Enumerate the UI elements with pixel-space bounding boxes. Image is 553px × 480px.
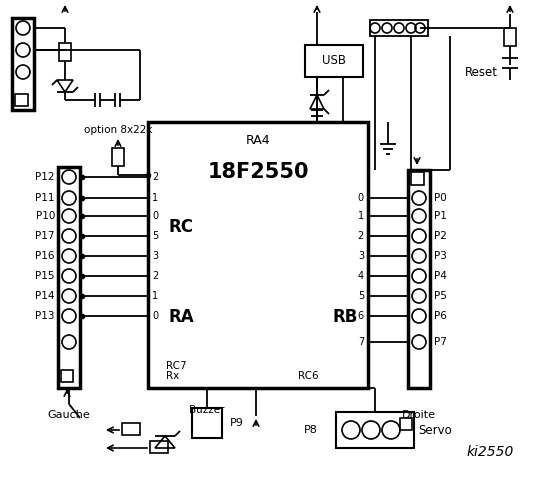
Text: option 8x22k: option 8x22k [84,125,152,135]
Bar [61,370,73,382]
Bar [148,122,368,388]
Bar [411,172,424,185]
Text: RC7: RC7 [166,361,186,371]
Text: Gauche: Gauche [48,410,90,420]
Text: P6: P6 [434,311,447,321]
Text: P10: P10 [35,211,55,221]
Text: 0: 0 [152,211,158,221]
Text: 1: 1 [152,291,158,301]
Text: 18F2550: 18F2550 [207,162,309,182]
Text: 1: 1 [358,211,364,221]
Text: Rx: Rx [166,371,179,381]
Text: P3: P3 [434,251,447,261]
Bar [112,148,124,166]
Bar [12,18,34,110]
Bar [504,28,516,46]
Text: 6: 6 [358,311,364,321]
Text: 3: 3 [152,251,158,261]
Bar [150,441,168,453]
Text: P5: P5 [434,291,447,301]
Text: P4: P4 [434,271,447,281]
Bar [122,423,140,435]
Bar [59,43,71,61]
Text: P16: P16 [35,251,55,261]
Text: 1: 1 [152,193,158,203]
Text: P1: P1 [434,211,447,221]
Text: 0: 0 [152,311,158,321]
Text: P11: P11 [35,193,55,203]
Text: P9: P9 [230,418,244,428]
Text: P14: P14 [35,291,55,301]
Bar [400,418,412,430]
Text: P15: P15 [35,271,55,281]
Text: Servo: Servo [418,423,452,436]
Bar [15,94,28,106]
Bar [305,45,363,77]
Text: 2: 2 [358,231,364,241]
Text: RA4: RA4 [246,133,270,146]
Text: 3: 3 [358,251,364,261]
Text: RC: RC [168,218,193,236]
Text: Droite: Droite [402,410,436,420]
Text: 5: 5 [358,291,364,301]
Text: Reset: Reset [465,67,498,80]
Bar [336,412,414,448]
Text: P2: P2 [434,231,447,241]
Text: P8: P8 [304,425,318,435]
Text: 2: 2 [152,172,158,182]
Bar [370,20,428,36]
Text: P12: P12 [35,172,55,182]
Text: P0: P0 [434,193,447,203]
Text: P13: P13 [35,311,55,321]
Bar [192,408,222,438]
Text: 5: 5 [152,231,158,241]
Bar [408,170,430,388]
Text: 4: 4 [358,271,364,281]
Text: P17: P17 [35,231,55,241]
Text: 7: 7 [358,337,364,347]
Text: Buzzer: Buzzer [189,405,225,415]
Text: USB: USB [322,55,346,68]
Text: RB: RB [333,308,358,326]
Text: 2: 2 [152,271,158,281]
Text: RA: RA [168,308,194,326]
Bar [58,167,80,388]
Text: ki2550: ki2550 [466,445,514,459]
Text: P7: P7 [434,337,447,347]
Text: 0: 0 [358,193,364,203]
Text: RC6: RC6 [298,371,319,381]
